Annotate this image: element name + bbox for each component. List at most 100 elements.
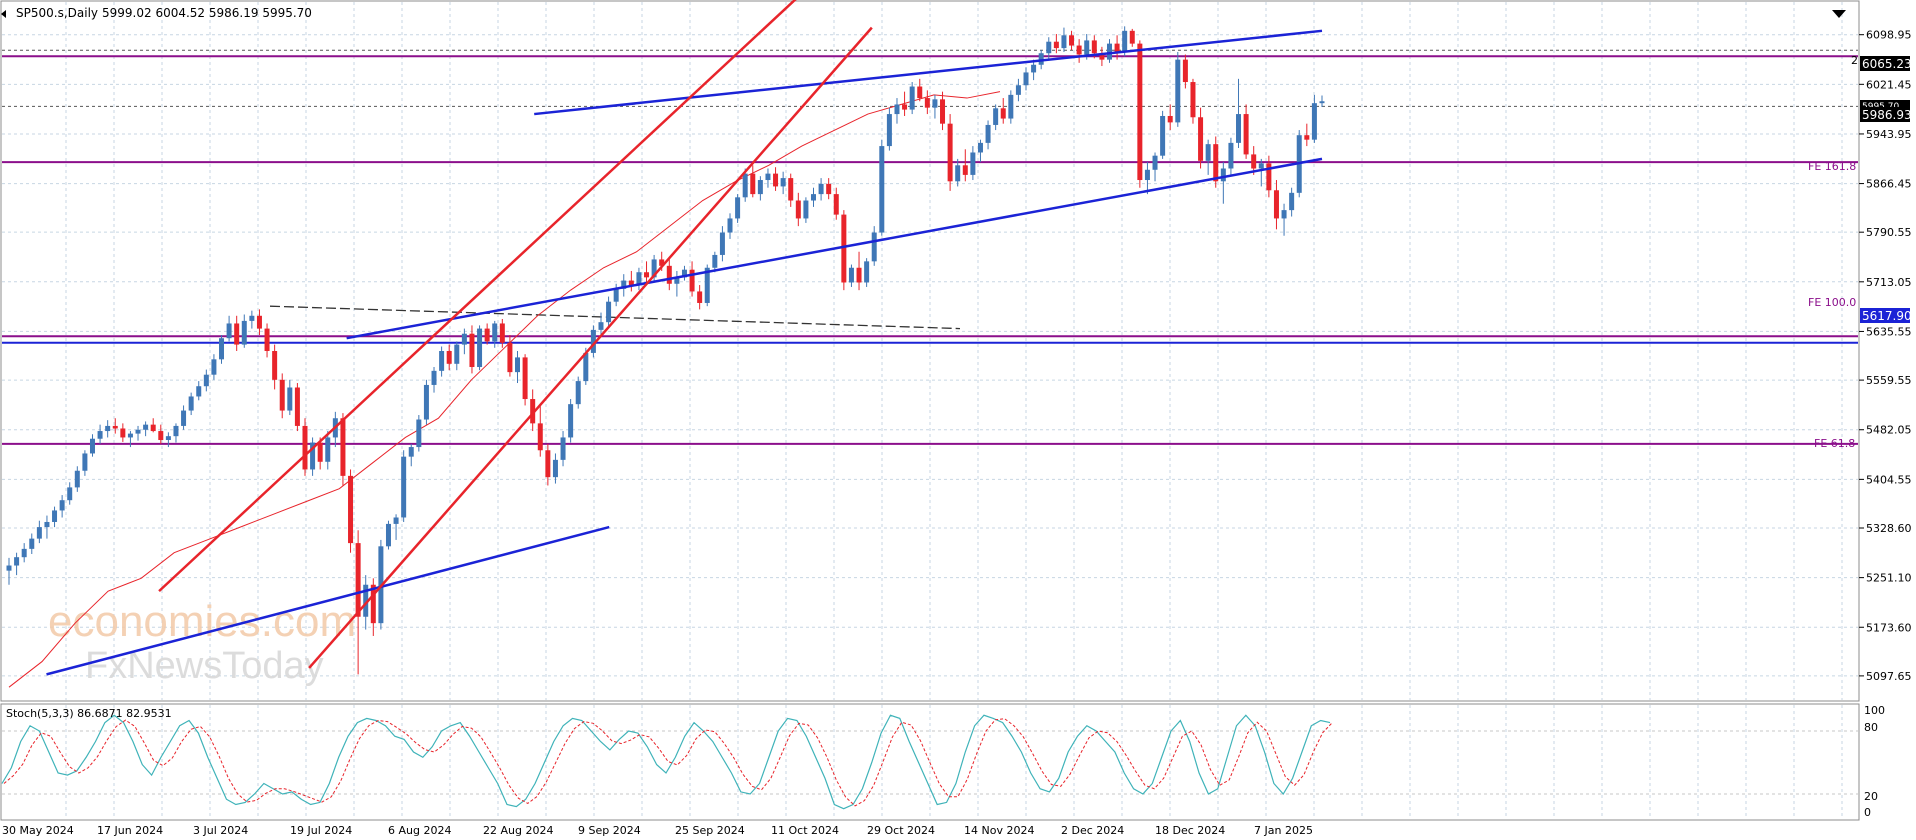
candle-body [401, 456, 407, 518]
candle-body [773, 173, 779, 187]
stochastic-oscillator [1, 714, 1858, 810]
candle-body [1198, 117, 1204, 161]
date-label: 11 Oct 2024 [771, 824, 839, 837]
candle-body [955, 165, 961, 182]
candle-body [613, 288, 619, 302]
candle-body [370, 584, 376, 624]
candle-body [1031, 64, 1037, 73]
price-tick-label: 5097.65 [1866, 670, 1912, 683]
candle-body [439, 351, 445, 371]
trendline-red [308, 26, 873, 669]
candle-body [1258, 163, 1264, 169]
candle-body [902, 104, 908, 110]
date-label: 7 Jan 2025 [1254, 824, 1313, 837]
candle-body [158, 431, 164, 441]
trendline-blue [46, 525, 610, 676]
candle-body [1319, 101, 1325, 104]
price-tick-label: 5713.05 [1866, 276, 1912, 289]
candle-body [659, 259, 665, 266]
candle-body [970, 152, 976, 175]
stoch-level-100: 100 [1864, 704, 1885, 717]
date-label: 22 Aug 2024 [483, 824, 553, 837]
candle-body [1038, 53, 1044, 65]
candle-body [560, 437, 566, 460]
fe161-label: FE 161.8 [1808, 160, 1856, 173]
candle-body [355, 543, 361, 617]
candle-body [552, 459, 558, 478]
fe100-level-tag-text: 5617.90 [1862, 309, 1912, 323]
candle-body [143, 424, 149, 430]
candle-body [1015, 85, 1021, 95]
candle-body [89, 438, 95, 454]
candle-body [416, 419, 422, 448]
candle-body [947, 123, 953, 182]
date-label: 6 Aug 2024 [388, 824, 451, 837]
price-tick-label: 6021.45 [1866, 78, 1912, 91]
candle-body [689, 269, 695, 292]
candle-body [735, 197, 741, 219]
top-level-tag: 6065.23 [1860, 56, 1912, 71]
scroll-left-arrow-icon[interactable] [1, 10, 6, 18]
candle-body [36, 527, 42, 539]
candle-body [742, 173, 748, 198]
date-label: 19 Jul 2024 [290, 824, 352, 837]
candle-body [674, 277, 680, 284]
candle-body [454, 344, 460, 364]
candle-body [750, 173, 756, 195]
price-tick-label: 5790.55 [1866, 226, 1912, 239]
candle-body [810, 194, 816, 201]
candle-body [234, 323, 240, 345]
candle-body [408, 447, 414, 457]
candle-body [393, 517, 399, 524]
candle-body [127, 433, 133, 438]
candle-body [317, 442, 323, 462]
candle-body [196, 386, 202, 397]
candle-body [704, 267, 710, 303]
ma-line [8, 91, 1001, 688]
candle-body [431, 370, 437, 385]
candle-body [864, 261, 870, 283]
candle-body [272, 351, 278, 380]
candle-body [1023, 72, 1029, 86]
candle-body [727, 218, 733, 233]
candle-body [14, 557, 20, 566]
date-axis: 30 May 2024 17 Jun 2024 3 Jul 2024 19 Ju… [2, 824, 1313, 837]
candle-body [795, 200, 801, 219]
stoch-level-20: 20 [1864, 790, 1878, 803]
candle-body [1243, 114, 1249, 155]
candle-body [97, 431, 103, 439]
candle-body [325, 437, 331, 462]
collapse-arrow-icon[interactable] [1832, 10, 1846, 18]
date-label: 18 Dec 2024 [1155, 824, 1225, 837]
candle-body [188, 396, 194, 411]
candle-body [21, 548, 27, 558]
candle-body [74, 470, 80, 488]
trendline-blue [534, 29, 1323, 116]
candle-body [977, 142, 983, 153]
horizontal-levels [2, 49, 1858, 445]
candle-body [886, 114, 892, 147]
candle-body [537, 423, 543, 451]
candle-body [363, 584, 369, 617]
candle-body [940, 99, 946, 124]
date-label: 30 May 2024 [2, 824, 74, 837]
candle-body [917, 86, 923, 99]
candle-body [1289, 192, 1295, 211]
candle-body [651, 259, 657, 278]
candle-body [568, 404, 574, 438]
candle-body [909, 86, 915, 110]
candle-body [1106, 43, 1112, 60]
candle-body [818, 183, 824, 195]
candle-body [1228, 142, 1234, 169]
candle-body [348, 475, 354, 544]
candle-body [423, 384, 429, 420]
candle-body [226, 323, 232, 339]
fe100-label: FE 100.0 [1808, 296, 1856, 309]
candle-body [492, 323, 498, 342]
top-level-tag-text: 6065.23 [1862, 57, 1912, 71]
candle-body [621, 280, 627, 289]
candle-body [583, 352, 589, 382]
candle-body [385, 523, 391, 547]
current-price-tag-text: 5986.93 [1862, 108, 1912, 122]
